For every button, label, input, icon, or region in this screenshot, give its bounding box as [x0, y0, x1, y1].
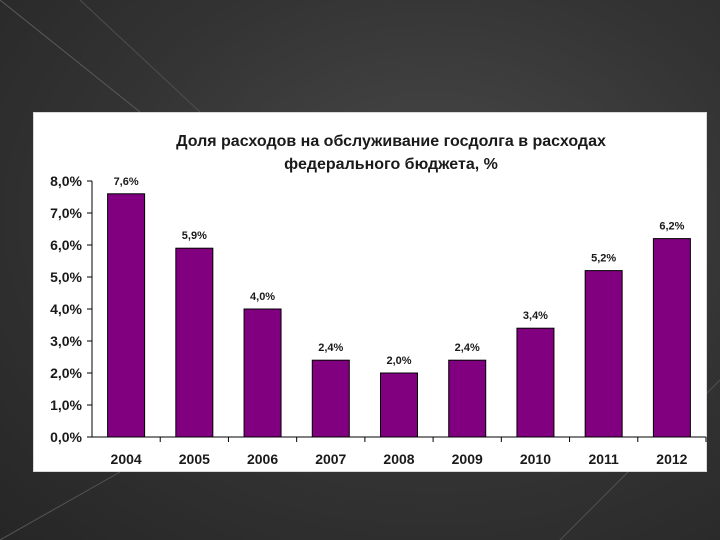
- decor-line: [0, 0, 141, 113]
- bar-2010: [516, 327, 555, 438]
- y-tick-label: 0,0%: [50, 429, 82, 445]
- chart-title-line-1: Доля расходов на обслуживание госдолга в…: [176, 133, 606, 150]
- decor-line: [79, 0, 201, 113]
- y-tick-label: 1,0%: [50, 397, 82, 413]
- y-tick-label: 5,0%: [50, 269, 82, 285]
- x-tick-label-2005: 2005: [179, 451, 210, 467]
- chart-panel: Доля расходов на обслуживание госдолга в…: [33, 112, 707, 472]
- y-axis-ticks: [87, 180, 92, 438]
- x-tick-label-2004: 2004: [111, 451, 142, 467]
- x-tick-label-2008: 2008: [383, 451, 414, 467]
- x-tick-label-2007: 2007: [315, 451, 346, 467]
- chart-title-line-2: федерального бюджета, %: [284, 156, 498, 173]
- bars-group: [107, 193, 691, 438]
- bar-2011: [584, 270, 623, 438]
- x-tick-label-2006: 2006: [247, 451, 278, 467]
- data-label-2011: 5,2%: [591, 253, 616, 265]
- bar-chart: Доля расходов на обслуживание госдолга в…: [50, 133, 707, 467]
- data-label-2008: 2,0%: [386, 355, 411, 367]
- y-tick-label: 7,0%: [50, 205, 82, 221]
- data-label-2010: 3,4%: [523, 310, 548, 322]
- data-label-2007: 2,4%: [318, 342, 343, 354]
- y-tick-label: 6,0%: [50, 237, 82, 253]
- y-axis-tick-labels: 0,0% 1,0% 2,0% 3,0% 4,0% 5,0% 6,0% 7,0% 8,0%: [50, 173, 82, 445]
- bar-2004: [107, 193, 146, 438]
- y-tick-label: 4,0%: [50, 301, 82, 317]
- data-labels-group: 7,6% 5,9% 4,0% 2,4% 2,0% 2,4% 3,4% 5,2% 6,2%: [114, 176, 685, 367]
- x-tick-label-2010: 2010: [520, 451, 551, 467]
- y-tick-label: 2,0%: [50, 365, 82, 381]
- x-tick-label-2012: 2012: [656, 451, 687, 467]
- bar-2008: [380, 372, 418, 438]
- data-label-2006: 4,0%: [250, 291, 275, 303]
- x-axis-tick-labels: 2004 2005 2006 2007 2008 2009 2010 2011 2012: [111, 437, 707, 467]
- bar-2007: [311, 359, 350, 438]
- data-label-2009: 2,4%: [455, 342, 480, 354]
- decor-line: [0, 471, 121, 540]
- data-label-2005: 5,9%: [182, 230, 207, 242]
- bar-2005: [175, 247, 214, 438]
- x-tick-label-2011: 2011: [588, 451, 619, 467]
- x-tick-label-2009: 2009: [452, 451, 483, 467]
- data-label-2004: 7,6%: [114, 176, 139, 188]
- bar-2009: [448, 359, 487, 438]
- bar-2012: [652, 238, 691, 438]
- y-tick-label: 8,0%: [50, 173, 82, 189]
- y-tick-label: 3,0%: [50, 333, 82, 349]
- data-label-2012: 6,2%: [659, 221, 684, 233]
- bar-2006: [243, 308, 282, 438]
